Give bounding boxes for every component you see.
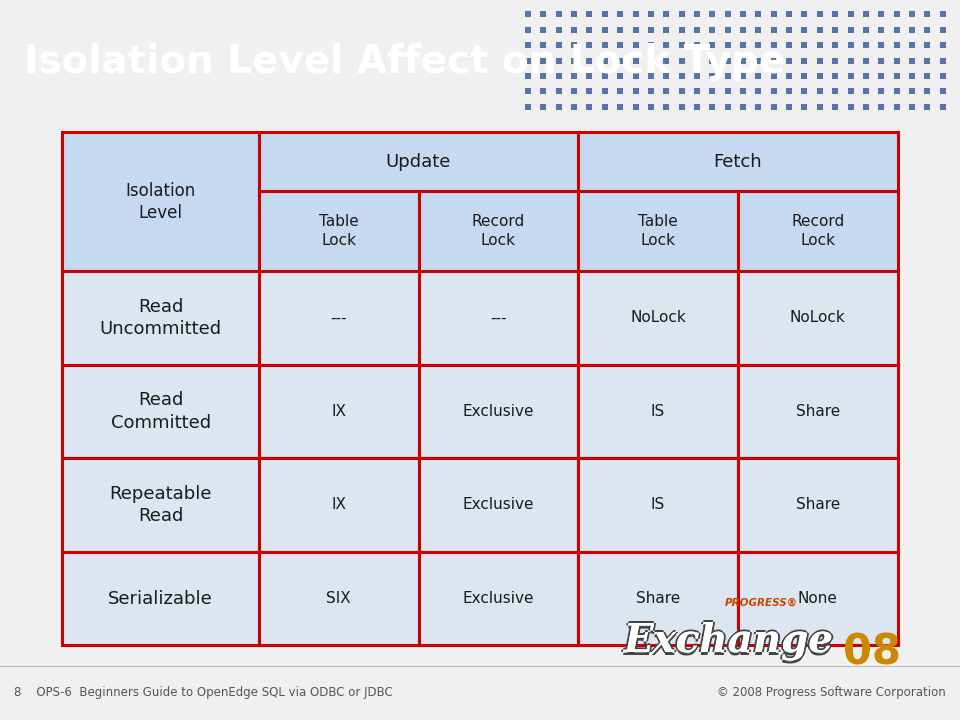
Bar bbox=[259, 271, 419, 364]
Bar bbox=[259, 192, 419, 271]
Text: Exchange: Exchange bbox=[624, 619, 834, 657]
Bar bbox=[738, 271, 898, 364]
Text: 8    OPS-6  Beginners Guide to OpenEdge SQL via ODBC or JDBC: 8 OPS-6 Beginners Guide to OpenEdge SQL … bbox=[14, 686, 394, 699]
Text: © 2008 Progress Software Corporation: © 2008 Progress Software Corporation bbox=[717, 686, 946, 699]
Bar bbox=[738, 552, 898, 645]
Text: Share: Share bbox=[636, 591, 681, 606]
Bar bbox=[578, 132, 898, 192]
Text: Isolation Level Affect on Lock Type: Isolation Level Affect on Lock Type bbox=[24, 42, 785, 81]
Text: 08: 08 bbox=[844, 631, 901, 673]
Bar bbox=[419, 192, 578, 271]
Text: None: None bbox=[798, 591, 838, 606]
Bar bbox=[578, 271, 738, 364]
Text: Table
Lock: Table Lock bbox=[319, 215, 359, 248]
Bar bbox=[738, 192, 898, 271]
Text: ---: --- bbox=[330, 310, 347, 325]
Text: Exchange: Exchange bbox=[626, 622, 835, 660]
Text: Read
Uncommitted: Read Uncommitted bbox=[100, 298, 222, 338]
Bar bbox=[62, 132, 259, 271]
Bar bbox=[259, 552, 419, 645]
Text: IX: IX bbox=[331, 404, 347, 419]
Text: Share: Share bbox=[796, 404, 840, 419]
Text: Exclusive: Exclusive bbox=[463, 591, 534, 606]
Bar bbox=[259, 132, 578, 192]
Bar bbox=[578, 552, 738, 645]
Text: ---: --- bbox=[491, 310, 507, 325]
Bar bbox=[259, 364, 419, 458]
Text: IX: IX bbox=[331, 498, 347, 513]
Bar bbox=[578, 192, 738, 271]
Bar bbox=[62, 271, 259, 364]
Text: Share: Share bbox=[796, 498, 840, 513]
Text: Table
Lock: Table Lock bbox=[638, 215, 678, 248]
Text: Update: Update bbox=[386, 153, 451, 171]
Text: NoLock: NoLock bbox=[630, 310, 686, 325]
Text: Exchange: Exchange bbox=[624, 625, 834, 663]
Text: Repeatable
Read: Repeatable Read bbox=[109, 485, 212, 525]
Bar bbox=[738, 458, 898, 552]
Text: Exchange: Exchange bbox=[624, 622, 834, 660]
Bar bbox=[62, 364, 259, 458]
Text: Exclusive: Exclusive bbox=[463, 404, 534, 419]
Bar bbox=[259, 458, 419, 552]
Text: Exchange: Exchange bbox=[622, 622, 832, 660]
Bar bbox=[578, 458, 738, 552]
Bar bbox=[419, 271, 578, 364]
Text: Exclusive: Exclusive bbox=[463, 498, 534, 513]
Text: IS: IS bbox=[651, 498, 665, 513]
Text: Record
Lock: Record Lock bbox=[471, 215, 525, 248]
Bar bbox=[62, 552, 259, 645]
Text: PROGRESS®: PROGRESS® bbox=[725, 598, 798, 608]
Text: Serializable: Serializable bbox=[108, 590, 213, 608]
Text: NoLock: NoLock bbox=[790, 310, 846, 325]
Text: Isolation
Level: Isolation Level bbox=[126, 181, 196, 222]
Bar bbox=[62, 458, 259, 552]
Bar bbox=[419, 458, 578, 552]
Bar bbox=[738, 364, 898, 458]
Bar bbox=[419, 552, 578, 645]
Text: IS: IS bbox=[651, 404, 665, 419]
Bar bbox=[578, 364, 738, 458]
Text: Exchange: Exchange bbox=[624, 622, 834, 660]
Text: Fetch: Fetch bbox=[713, 153, 762, 171]
Bar bbox=[419, 364, 578, 458]
Text: SIX: SIX bbox=[326, 591, 351, 606]
Text: Record
Lock: Record Lock bbox=[791, 215, 845, 248]
Text: Read
Committed: Read Committed bbox=[110, 391, 210, 431]
